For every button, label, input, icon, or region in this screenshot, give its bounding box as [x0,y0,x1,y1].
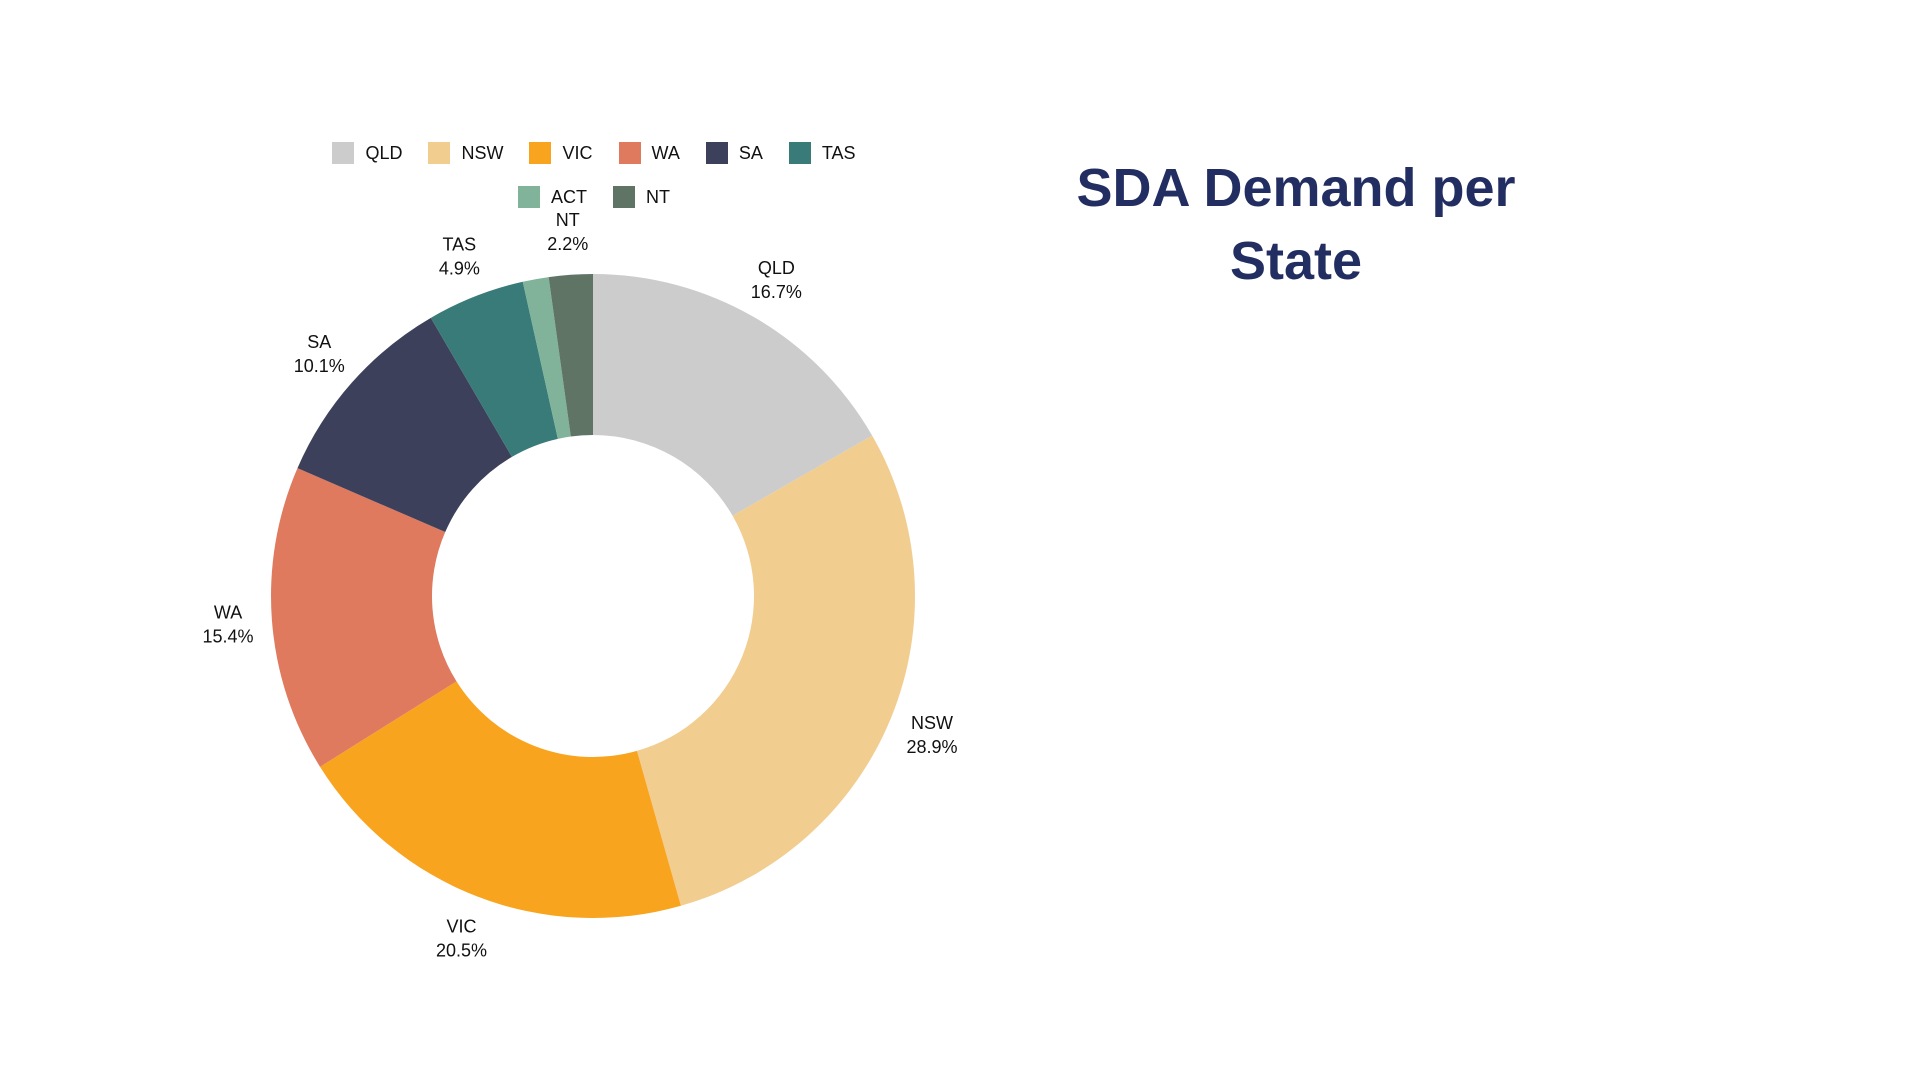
slice-value-text: 4.9% [439,258,480,278]
legend-label: ACT [551,186,587,207]
legend-swatch [332,142,355,164]
data-label-tas: TAS 4.9% [439,234,480,278]
slice-value-text: 20.5% [436,941,487,961]
legend-swatch [428,142,451,164]
slice-value-text: 16.7% [751,282,802,302]
data-label-nsw: NSW 28.9% [906,713,957,757]
data-label-qld: QLD 16.7% [751,258,802,302]
slice-value-text: 10.1% [294,356,345,376]
legend-swatch [618,142,641,164]
slice-vic [320,681,681,918]
legend-label: NT [646,186,670,207]
legend-swatch [705,142,728,164]
legend-label: QLD [365,142,403,163]
slice-label-text: VIC [446,917,476,937]
legend-label: WA [651,142,680,163]
legend-item-nsw[interactable]: NSW [428,142,503,164]
slice-label-text: SA [307,332,331,352]
slice-wa [271,468,457,767]
slice-act [522,277,571,439]
legend-label: TAS [821,142,856,163]
legend-label: VIC [562,142,593,163]
legend-swatch [613,186,635,208]
data-label-nt: NT 2.2% [547,210,588,254]
slice-value-text: 2.2% [547,234,588,254]
legend-item-vic[interactable]: VIC [529,142,593,164]
slice-value-text: 15.4% [203,627,254,647]
legend-item-sa[interactable]: SA [705,142,763,164]
legend-label: SA [738,142,763,163]
legend-item-nt[interactable]: NT [613,186,670,208]
slice-tas [430,281,558,457]
chart-title: SDA Demand per State [1076,158,1516,291]
slice-label-text: TAS [443,234,477,254]
slice-label-text: WA [214,603,242,623]
legend-row-1: QLD NSW VIC WA SA TAS [0,142,1188,164]
legend-swatch [518,186,540,208]
legend-row-2: ACT NT [0,186,1188,208]
legend-swatch [529,142,552,164]
legend-item-qld[interactable]: QLD [332,142,402,164]
slice-value-text: 28.9% [906,737,957,757]
slice-nt [548,274,593,437]
slice-sa [297,317,512,533]
slice-label-text: NSW [911,713,953,733]
data-label-wa: WA 15.4% [203,603,254,647]
data-label-vic: VIC 20.5% [436,917,487,961]
legend-item-act[interactable]: ACT [518,186,587,208]
legend-swatch [788,142,811,164]
data-label-sa: SA 10.1% [294,332,345,376]
legend-label: NSW [461,142,504,163]
slice-nsw [636,435,915,906]
legend-item-wa[interactable]: WA [618,142,680,164]
slice-qld [593,274,873,516]
slice-label-text: NT [556,210,580,230]
legend-item-tas[interactable]: TAS [788,142,856,164]
slice-label-text: QLD [758,258,795,278]
